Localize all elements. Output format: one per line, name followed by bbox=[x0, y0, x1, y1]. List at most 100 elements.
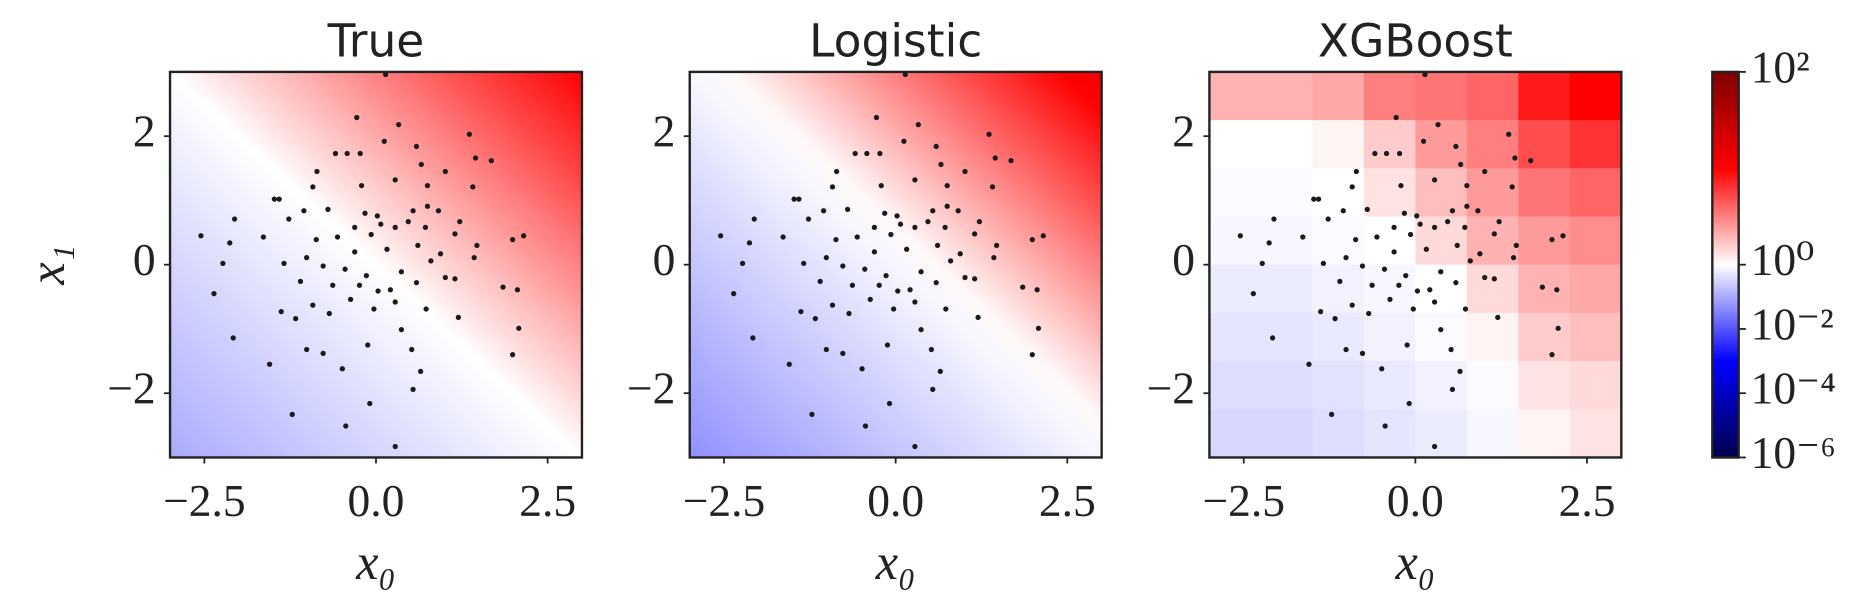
heatmap-cell bbox=[1569, 216, 1622, 266]
heatmap-cell bbox=[1363, 71, 1416, 121]
data-point bbox=[396, 121, 402, 128]
data-point bbox=[352, 249, 358, 255]
data-point bbox=[912, 224, 918, 231]
data-point bbox=[731, 290, 737, 297]
data-point bbox=[1035, 325, 1042, 331]
data-point bbox=[947, 258, 954, 264]
heatmap-cell bbox=[1415, 216, 1468, 266]
data-point bbox=[840, 350, 846, 356]
data-point bbox=[871, 224, 878, 231]
heatmap-cell bbox=[1260, 120, 1313, 169]
panel-title: XGBoost bbox=[1318, 14, 1513, 67]
data-point bbox=[934, 242, 941, 249]
data-point bbox=[1359, 350, 1366, 356]
data-point bbox=[1410, 306, 1416, 312]
data-point bbox=[1353, 236, 1359, 243]
data-point bbox=[357, 150, 363, 157]
data-point bbox=[1317, 308, 1324, 315]
data-point bbox=[474, 242, 480, 249]
y-tick-label: 0 bbox=[653, 234, 676, 285]
heatmap-cell bbox=[1415, 361, 1468, 410]
data-point bbox=[873, 114, 880, 121]
heatmap-cell bbox=[1209, 361, 1262, 410]
data-point bbox=[1328, 411, 1335, 418]
data-point bbox=[1512, 155, 1518, 161]
data-point bbox=[1491, 231, 1497, 237]
data-point bbox=[428, 258, 434, 264]
data-point bbox=[902, 71, 908, 78]
data-point bbox=[410, 208, 416, 214]
data-point bbox=[937, 368, 943, 374]
data-point bbox=[278, 308, 284, 315]
data-point bbox=[1462, 306, 1469, 312]
data-point bbox=[796, 196, 802, 202]
data-point bbox=[933, 280, 939, 286]
data-point bbox=[304, 254, 310, 261]
data-point bbox=[520, 233, 527, 239]
heatmap-cell bbox=[1260, 361, 1313, 410]
data-point bbox=[1343, 254, 1349, 261]
data-point bbox=[833, 236, 839, 243]
heatmap-cell bbox=[1466, 312, 1519, 362]
heatmap-cell bbox=[1260, 409, 1313, 459]
data-point bbox=[452, 231, 458, 237]
data-point bbox=[962, 168, 968, 175]
data-point bbox=[1311, 196, 1317, 202]
heatmap-cell bbox=[1466, 409, 1519, 459]
data-point bbox=[325, 206, 331, 213]
data-point bbox=[1506, 131, 1512, 137]
heatmap-cell bbox=[1209, 312, 1262, 362]
data-point bbox=[413, 143, 420, 150]
data-point bbox=[925, 218, 931, 225]
data-point bbox=[1435, 121, 1441, 128]
data-point bbox=[422, 224, 429, 231]
data-point bbox=[455, 314, 462, 321]
heatmap-cell bbox=[1312, 409, 1365, 459]
data-point bbox=[410, 386, 416, 392]
data-point bbox=[260, 234, 267, 240]
data-point bbox=[374, 213, 381, 219]
data-point bbox=[304, 346, 310, 353]
data-point bbox=[1353, 168, 1359, 175]
data-point bbox=[1401, 210, 1408, 216]
data-point bbox=[904, 246, 910, 252]
data-point bbox=[944, 203, 950, 209]
data-point bbox=[862, 266, 868, 272]
heatmap-cell bbox=[1209, 216, 1262, 266]
data-point bbox=[198, 233, 204, 239]
colorbar-tick-label: 10⁰ bbox=[1751, 234, 1815, 285]
data-point bbox=[852, 150, 858, 157]
data-point bbox=[500, 284, 506, 290]
data-point bbox=[992, 155, 998, 161]
data-point bbox=[1449, 208, 1456, 214]
data-point bbox=[1269, 335, 1276, 341]
data-point bbox=[1454, 242, 1460, 249]
data-point bbox=[1250, 290, 1256, 297]
data-point bbox=[289, 411, 295, 418]
data-point bbox=[798, 308, 804, 315]
data-point bbox=[352, 224, 358, 231]
data-point bbox=[884, 342, 891, 348]
data-point bbox=[509, 352, 516, 358]
data-point bbox=[1509, 184, 1515, 190]
heatmap-cell bbox=[1260, 168, 1313, 218]
data-point bbox=[846, 310, 852, 317]
data-point bbox=[1549, 352, 1555, 358]
data-point bbox=[1457, 368, 1463, 374]
data-point bbox=[1332, 316, 1338, 322]
data-point bbox=[266, 361, 273, 367]
data-point bbox=[1453, 143, 1459, 150]
data-point bbox=[1467, 258, 1473, 264]
data-point bbox=[392, 443, 398, 450]
data-point bbox=[344, 150, 350, 157]
data-point bbox=[829, 184, 836, 190]
data-point bbox=[514, 287, 521, 293]
data-point bbox=[382, 71, 389, 78]
data-point bbox=[957, 251, 963, 257]
data-point bbox=[930, 386, 936, 392]
heatmap-cell bbox=[1415, 168, 1468, 218]
data-point bbox=[895, 288, 901, 294]
data-point bbox=[1406, 400, 1412, 407]
heatmap-cell bbox=[1466, 216, 1519, 266]
data-point bbox=[220, 260, 226, 267]
